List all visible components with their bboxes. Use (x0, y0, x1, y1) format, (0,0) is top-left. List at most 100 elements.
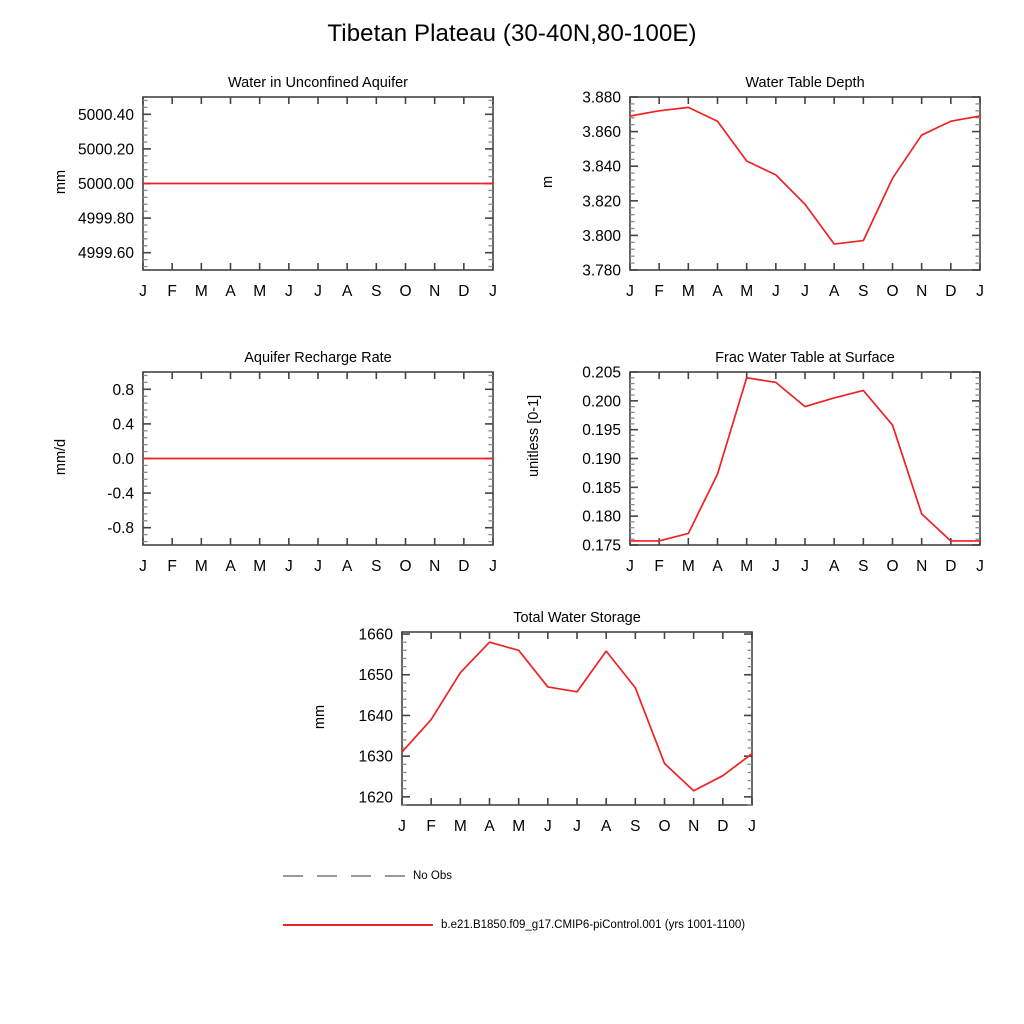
ytick-label: 4999.60 (78, 245, 134, 262)
xtick-label: M (512, 818, 525, 835)
xtick-label: S (630, 818, 640, 835)
panel-water-table-depth: Water Table Depth J F M A M J J A S O N D J 3.780 3.800… (540, 75, 984, 300)
panel-frac-water-table-at-surface: Frac Water Table at Surface J F M A M J J A S O N D J… (526, 350, 984, 575)
xtick-label: O (886, 283, 898, 300)
xtick-label: J (573, 818, 581, 835)
xtick-label: M (195, 558, 208, 575)
ytick-label: 5000.40 (78, 107, 134, 124)
ytick-label: 0.195 (582, 422, 621, 439)
xtick-label: M (454, 818, 467, 835)
ytick-label: 1630 (359, 749, 394, 766)
xtick-label: D (945, 283, 956, 300)
xtick-label: J (489, 558, 497, 575)
legend-label-model: b.e21.B1850.f09_g17.CMIP6-piControl.001 … (441, 919, 746, 931)
plot-area-water-in-unconfined-aquifer: J F M A M J J A S O N D J4999.604999.805000.005000.2… (78, 96, 497, 300)
panel-title-water-table-depth: Water Table Depth (745, 75, 865, 91)
y-axis-label-frac-water-table-at-surface: unitless [0-1] (526, 394, 542, 477)
xtick-label: J (398, 818, 406, 835)
xtick-label: O (399, 558, 411, 575)
xtick-label: A (601, 818, 612, 835)
y-axis-label-water-in-unconfined-aquifer: mm (53, 169, 69, 194)
xtick-label: A (225, 283, 236, 300)
ytick-label: 3.860 (582, 124, 621, 141)
xtick-label: A (225, 558, 236, 575)
ytick-label: 1660 (359, 627, 394, 644)
legend-swatch-dashed (283, 875, 405, 877)
xtick-label: J (139, 283, 147, 300)
legend-swatch-solid (283, 924, 433, 926)
xtick-label: F (654, 558, 663, 575)
y-axis-label-water-table-depth: m (540, 175, 556, 188)
xtick-label: F (167, 283, 176, 300)
xtick-label: N (429, 283, 440, 300)
xtick-label: M (740, 558, 753, 575)
xtick-label: A (829, 283, 840, 300)
panel-title-frac-water-table-at-surface: Frac Water Table at Surface (715, 350, 895, 366)
panel-water-in-unconfined-aquifer: Water in Unconfined Aquifer J F M A M J J A S O N D J… (53, 75, 497, 300)
panel-title-water-in-unconfined-aquifer: Water in Unconfined Aquifer (227, 75, 408, 91)
legend-entry-no-obs: No Obs (283, 870, 452, 882)
xtick-label: M (253, 558, 266, 575)
xtick-label: S (858, 283, 868, 300)
xtick-label: J (976, 558, 984, 575)
xtick-label: D (458, 283, 469, 300)
xtick-label: J (489, 283, 497, 300)
ytick-label: 1640 (359, 708, 394, 725)
xtick-label: M (682, 283, 695, 300)
xtick-label: J (772, 558, 780, 575)
ytick-label: 3.800 (582, 228, 621, 245)
ytick-label: 4999.80 (78, 211, 134, 228)
xtick-label: A (342, 283, 353, 300)
xtick-label: O (658, 818, 670, 835)
legend-entry-model: b.e21.B1850.f09_g17.CMIP6-piControl.001 … (283, 919, 745, 931)
xtick-label: A (712, 283, 723, 300)
page-title: Tibetan Plateau (30-40N,80-100E) (327, 20, 697, 47)
xtick-label: N (688, 818, 699, 835)
xtick-label: S (858, 558, 868, 575)
ytick-label: 0.200 (582, 393, 621, 410)
xtick-label: O (399, 283, 411, 300)
xtick-label: A (829, 558, 840, 575)
panel-title-total-water-storage: Total Water Storage (513, 610, 641, 626)
legend-label-no-obs: No Obs (413, 870, 452, 882)
xtick-label: J (626, 283, 634, 300)
ytick-label: -0.8 (107, 520, 134, 537)
ytick-label: 3.840 (582, 159, 621, 176)
xtick-label: F (426, 818, 435, 835)
ytick-label: -0.4 (107, 486, 134, 503)
xtick-label: M (195, 283, 208, 300)
ytick-label: 0.185 (582, 480, 621, 497)
plot-area-water-table-depth: J F M A M J J A S O N D J3.7803.8003.8203.8403.8603.… (582, 90, 984, 301)
ytick-label: 1650 (359, 667, 394, 684)
xtick-label: J (626, 558, 634, 575)
xtick-label: M (682, 558, 695, 575)
xtick-label: J (772, 283, 780, 300)
xtick-label: F (167, 558, 176, 575)
xtick-label: N (916, 283, 927, 300)
data-series-0 (629, 106, 981, 245)
y-axis-label-total-water-storage: mm (312, 704, 328, 729)
ytick-label: 0.8 (112, 382, 134, 399)
xtick-label: J (748, 818, 756, 835)
ytick-label: 5000.20 (78, 141, 134, 158)
xtick-label: N (429, 558, 440, 575)
xtick-label: D (458, 558, 469, 575)
xtick-label: J (285, 558, 293, 575)
y-axis-label-aquifer-recharge-rate: mm/d (53, 438, 69, 475)
xtick-label: J (801, 558, 809, 575)
ytick-label: 5000.00 (78, 176, 134, 193)
ytick-label: 0.180 (582, 509, 621, 526)
data-series-0 (401, 641, 753, 792)
plot-area-frac-water-table-at-surface: J F M A M J J A S O N D J0.1750.1800.1850.1900.1950.… (582, 365, 984, 576)
xtick-label: J (285, 283, 293, 300)
xtick-label: A (484, 818, 495, 835)
panel-total-water-storage: Total Water Storage J F M A M J J A S O N D J 1620 1630… (312, 610, 756, 835)
panel-title-aquifer-recharge-rate: Aquifer Recharge Rate (244, 350, 392, 366)
data-series-0 (629, 376, 981, 542)
xtick-label: D (945, 558, 956, 575)
xtick-label: J (314, 558, 322, 575)
xtick-label: A (712, 558, 723, 575)
xtick-label: J (801, 283, 809, 300)
